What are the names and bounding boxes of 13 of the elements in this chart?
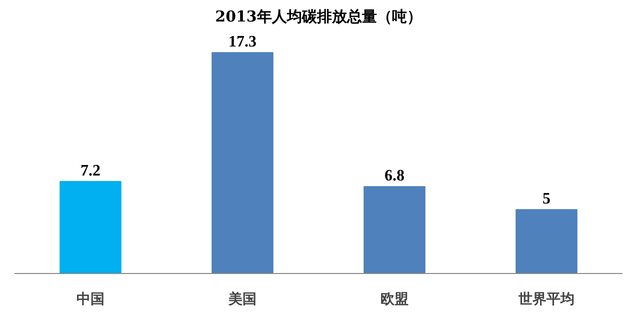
bar	[364, 186, 426, 274]
x-tick-label: 中国	[76, 292, 104, 308]
bar	[60, 181, 122, 274]
x-tick-label: 世界平均	[518, 292, 574, 308]
bar	[516, 209, 578, 274]
data-label: 17.3	[228, 34, 256, 51]
data-label: 7.2	[80, 162, 100, 180]
x-tick-label: 美国	[228, 290, 256, 308]
chart-title: 2013年人均碳排放总量（吨）	[215, 8, 422, 26]
data-label: 6.8	[384, 168, 404, 185]
bar	[212, 52, 274, 274]
x-tick-label: 欧盟	[380, 292, 408, 308]
data-label: 5	[542, 190, 550, 208]
